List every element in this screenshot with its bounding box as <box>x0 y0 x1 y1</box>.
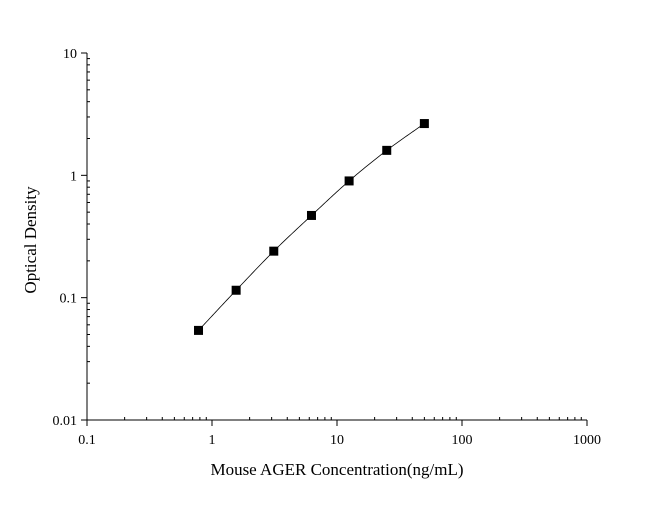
data-point-marker <box>382 145 392 155</box>
y-major-ticks <box>81 52 87 421</box>
x-axis-label: Mouse AGER Concentration(ng/mL) <box>210 460 463 479</box>
y-tick-label: 0.1 <box>60 292 78 307</box>
x-minor-ticks <box>124 417 582 420</box>
y-tick-labels: 0.01 0.1 1 10 <box>53 47 78 429</box>
x-tick-label: 100 <box>452 433 473 448</box>
y-axis-label: Optical Density <box>21 186 40 294</box>
y-tick-label: 1 <box>70 169 77 184</box>
x-tick-label: 0.1 <box>78 433 96 448</box>
x-major-ticks <box>86 420 588 426</box>
data-point-marker <box>231 285 241 295</box>
y-tick-label: 0.01 <box>53 414 78 429</box>
data-point-marker <box>306 210 316 220</box>
data-point-marker <box>419 119 429 129</box>
data-point-marker <box>194 325 204 335</box>
x-tick-labels: 0.1 1 10 100 1000 <box>78 433 601 448</box>
y-tick-label: 10 <box>63 47 77 62</box>
data-markers <box>194 119 429 335</box>
x-tick-label: 1 <box>209 433 216 448</box>
x-tick-label: 1000 <box>573 433 601 448</box>
x-tick-label: 10 <box>330 433 344 448</box>
data-point-marker <box>344 176 354 186</box>
data-point-marker <box>269 246 279 256</box>
y-minor-ticks <box>87 58 90 384</box>
